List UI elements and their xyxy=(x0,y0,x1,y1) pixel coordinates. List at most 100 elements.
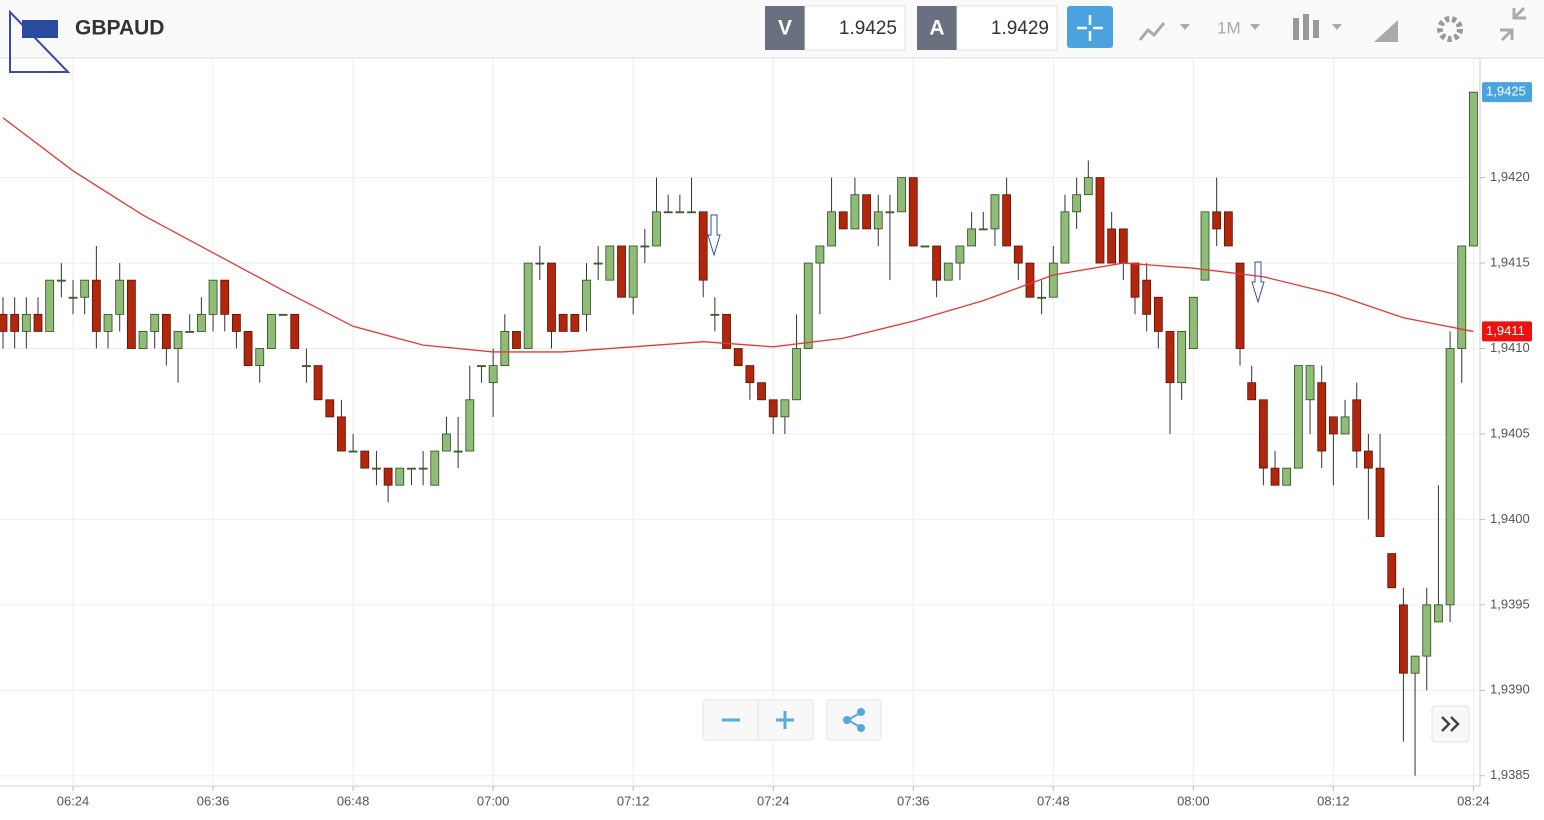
candle-body xyxy=(1457,245,1467,349)
bid-box[interactable] xyxy=(804,5,906,51)
last-price-label: 1,9425 xyxy=(1486,84,1526,99)
candle-body xyxy=(161,313,171,349)
candle-body xyxy=(617,245,626,298)
candle-body xyxy=(1410,655,1420,674)
x-tick-label: 07:36 xyxy=(897,793,930,808)
candle-body xyxy=(675,211,685,214)
ask-label: A xyxy=(929,17,944,40)
share-dot xyxy=(857,708,865,716)
candle-body xyxy=(582,279,591,315)
candle-body xyxy=(1363,450,1373,469)
candle-body xyxy=(1258,399,1268,469)
candle-body xyxy=(395,467,405,486)
x-tick-label: 07:48 xyxy=(1037,793,1070,808)
y-tick-label: 1,9390 xyxy=(1490,682,1530,697)
candle-body xyxy=(91,279,101,332)
candle-body xyxy=(21,313,31,332)
candle-body xyxy=(523,262,533,349)
candle-body xyxy=(150,313,160,332)
settings-icon[interactable] xyxy=(1437,16,1463,42)
candle-body xyxy=(605,245,615,281)
x-tick-label: 07:12 xyxy=(617,793,650,808)
candle-body xyxy=(465,399,475,452)
candle-body xyxy=(792,348,801,401)
candle-body xyxy=(978,228,988,231)
candle-body xyxy=(477,365,486,368)
candle-body xyxy=(593,262,603,265)
symbol: GBPAUD xyxy=(75,17,164,40)
candle-body xyxy=(1130,262,1140,298)
candle-body xyxy=(337,416,346,452)
collapse-icon[interactable] xyxy=(1500,6,1526,42)
candle-body xyxy=(967,228,977,247)
candle-body xyxy=(325,399,335,418)
candle-body xyxy=(943,262,953,281)
x-tick-label: 08:24 xyxy=(1457,793,1490,808)
candle-body xyxy=(1177,331,1187,384)
scroll-icon xyxy=(1441,716,1460,732)
candle-body xyxy=(278,313,288,316)
bid-tag[interactable] xyxy=(765,6,805,50)
candle-body xyxy=(10,313,20,332)
candle-body xyxy=(827,211,836,247)
candle-body xyxy=(1118,228,1128,264)
candle-body xyxy=(1293,365,1303,469)
candle-body xyxy=(1317,382,1327,452)
ma-tag xyxy=(1482,321,1532,342)
ask-tag[interactable] xyxy=(917,6,957,50)
crosshair-button[interactable] xyxy=(1067,6,1113,48)
share-button[interactable] xyxy=(826,699,882,741)
candle-body xyxy=(1083,177,1093,196)
ask-box[interactable] xyxy=(956,5,1058,51)
candle-body xyxy=(757,382,766,401)
zoom-in[interactable] xyxy=(776,711,794,729)
signal-arrow xyxy=(1251,261,1265,304)
candle-body xyxy=(1399,604,1408,674)
y-tick-label: 1,9395 xyxy=(1490,596,1530,611)
candle-body xyxy=(418,467,428,470)
y-tick-label: 1,9400 xyxy=(1490,511,1530,526)
moving-average xyxy=(2,117,1474,353)
candles-icon[interactable] xyxy=(1293,14,1319,40)
candle-body xyxy=(430,450,440,486)
candle-body xyxy=(803,262,813,349)
signal-arrow xyxy=(707,214,721,257)
candle-body xyxy=(243,331,253,367)
x-tick-label: 06:36 xyxy=(197,793,230,808)
draw-icon[interactable] xyxy=(1374,20,1398,42)
candle-body xyxy=(862,194,871,230)
candle-body xyxy=(33,313,43,332)
candle-body xyxy=(231,313,241,332)
candle-body xyxy=(733,348,743,367)
candle-body xyxy=(1072,194,1082,213)
candle-body xyxy=(768,399,778,418)
y-tick-label: 1,9410 xyxy=(1490,340,1530,355)
candle-body xyxy=(652,211,661,247)
candle-body xyxy=(1387,553,1397,589)
y-tick-label: 1,9420 xyxy=(1490,169,1530,184)
candle-body xyxy=(687,211,696,214)
candle-body xyxy=(1434,604,1443,623)
candle-body xyxy=(173,331,183,349)
candle-body xyxy=(138,331,148,349)
candle-body xyxy=(255,348,265,367)
candle-body xyxy=(1048,262,1058,298)
share-dot xyxy=(857,724,865,732)
candle-body xyxy=(453,450,463,453)
candle-body xyxy=(500,331,510,367)
candle-body xyxy=(0,313,8,332)
candle-body xyxy=(1188,296,1198,349)
candle-body xyxy=(442,433,451,452)
chart-type-icon[interactable] xyxy=(1138,22,1166,41)
candle-body xyxy=(1469,91,1478,247)
candle-body xyxy=(1235,262,1245,349)
y-tick-label: 1,9385 xyxy=(1490,767,1530,782)
timeframe[interactable]: 1M xyxy=(1217,18,1241,37)
y-tick-label: 1,9415 xyxy=(1490,255,1530,270)
candle-body xyxy=(302,365,311,368)
ask-value: 1.9429 xyxy=(991,18,1049,39)
last-price-tag xyxy=(1482,82,1532,103)
candle-body xyxy=(897,177,906,213)
x-tick-label: 07:24 xyxy=(757,793,790,808)
candle-body xyxy=(1422,604,1432,657)
